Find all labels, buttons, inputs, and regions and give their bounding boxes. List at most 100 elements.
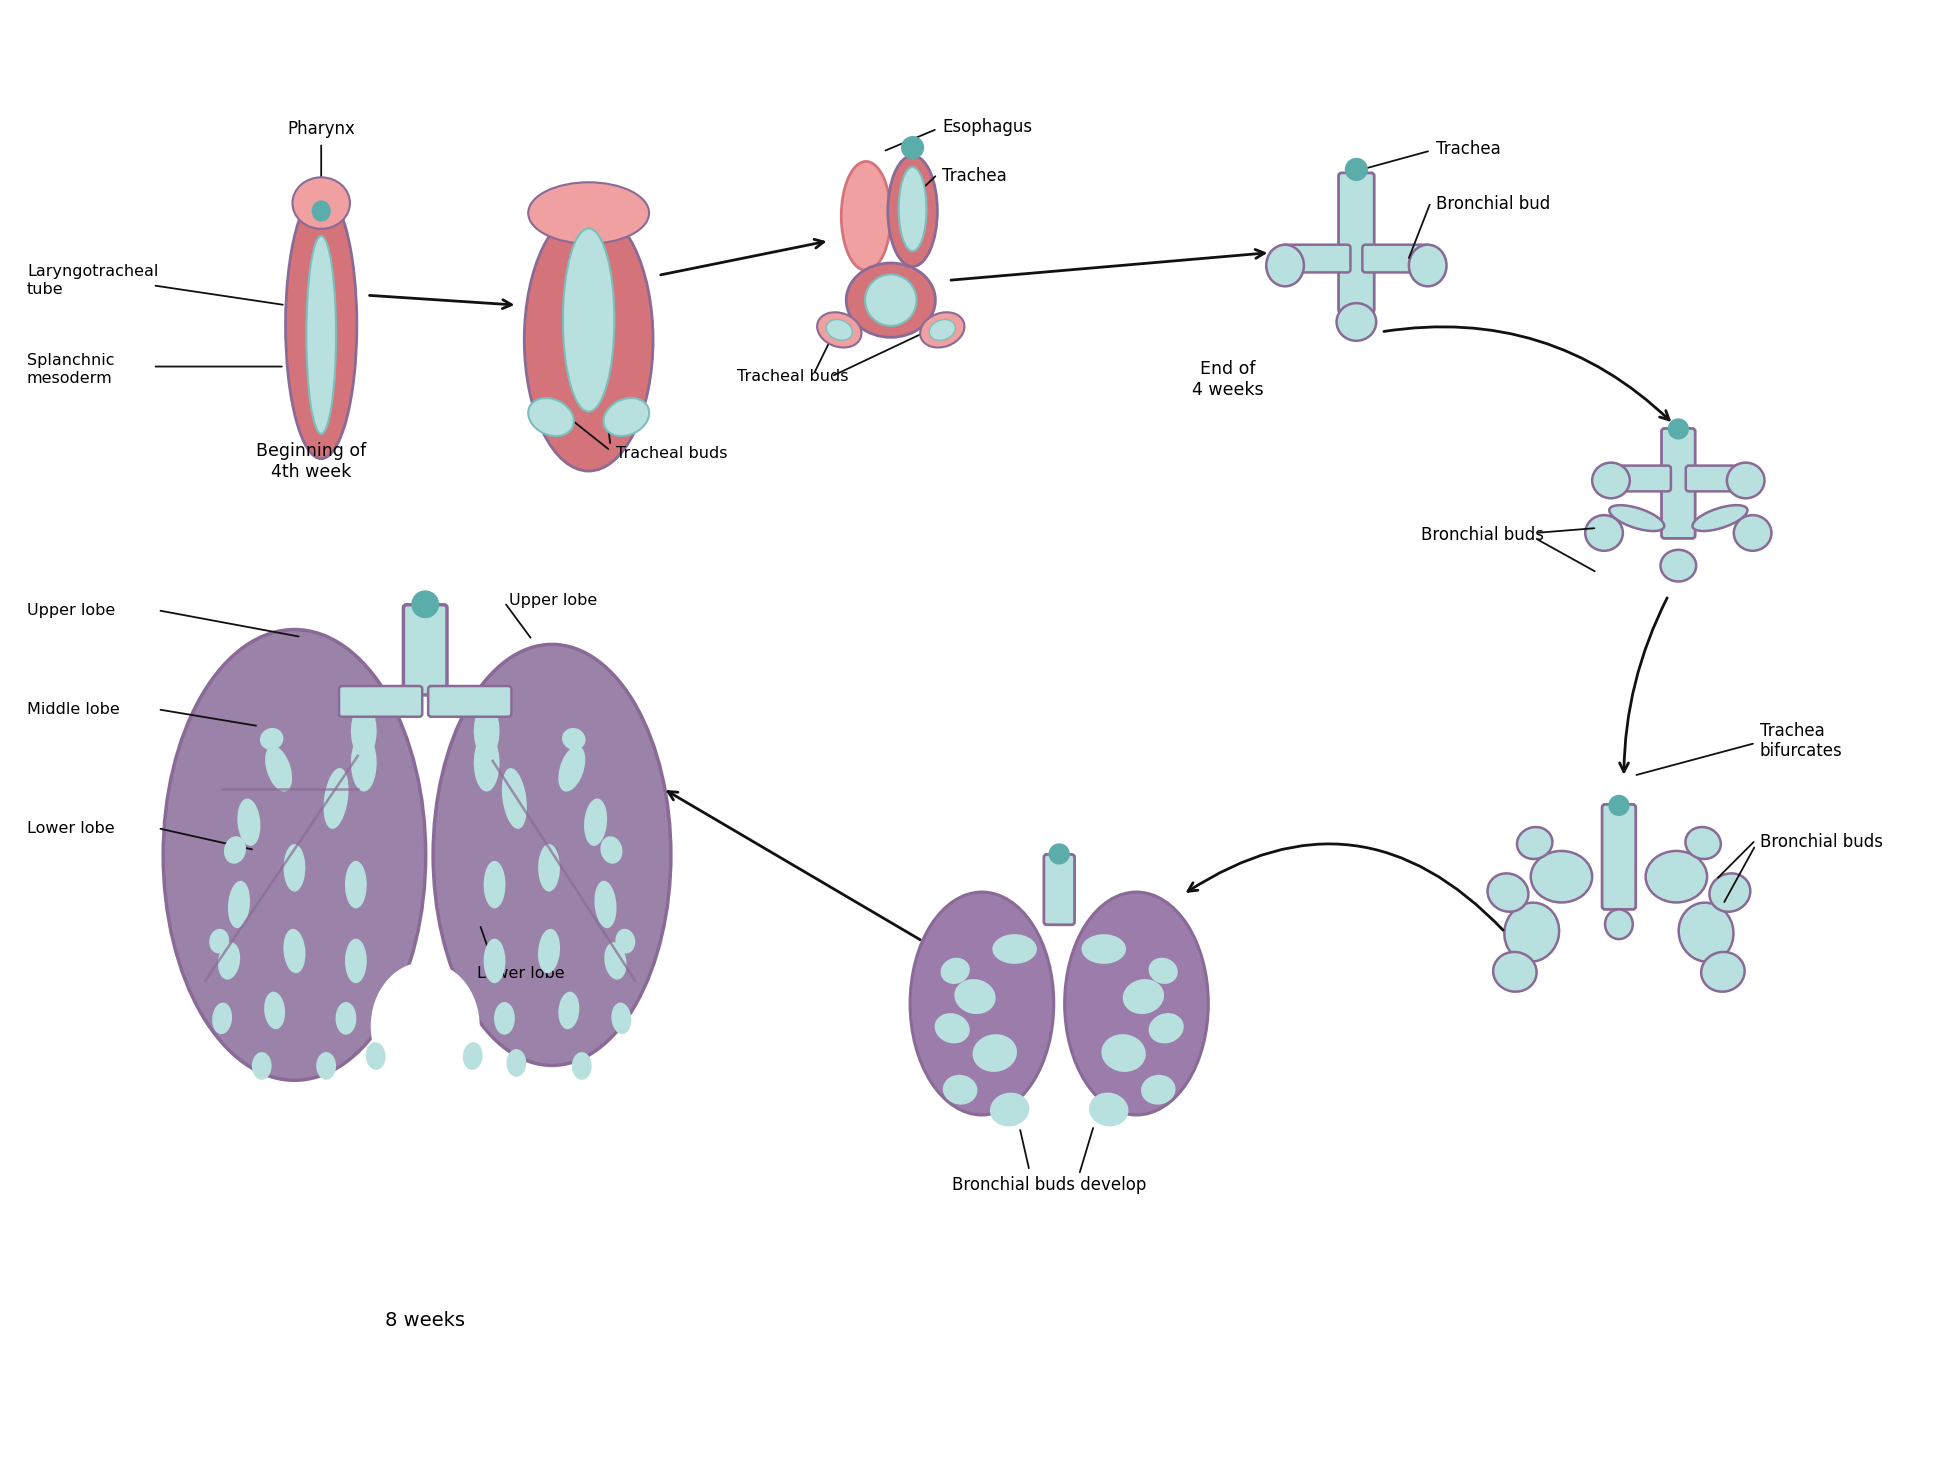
Ellipse shape — [484, 860, 505, 908]
Ellipse shape — [507, 1049, 526, 1077]
Text: Trachea: Trachea — [1435, 139, 1500, 157]
Ellipse shape — [1149, 1013, 1184, 1044]
Ellipse shape — [601, 837, 622, 863]
Ellipse shape — [1102, 1034, 1147, 1072]
Ellipse shape — [474, 703, 499, 758]
Ellipse shape — [1149, 958, 1178, 983]
Ellipse shape — [1669, 419, 1689, 438]
Text: Lower lobe: Lower lobe — [476, 966, 564, 982]
Ellipse shape — [224, 837, 246, 863]
Text: Pharynx: Pharynx — [287, 120, 355, 138]
Ellipse shape — [604, 942, 626, 979]
Ellipse shape — [993, 935, 1037, 964]
Ellipse shape — [991, 1093, 1030, 1127]
Ellipse shape — [1082, 935, 1125, 964]
Text: Lower lobe: Lower lobe — [27, 820, 115, 835]
FancyBboxPatch shape — [339, 686, 423, 717]
Ellipse shape — [1609, 795, 1628, 816]
Ellipse shape — [324, 769, 349, 829]
Text: Trachea: Trachea — [942, 167, 1006, 185]
Ellipse shape — [1494, 952, 1537, 992]
Ellipse shape — [501, 769, 526, 829]
Ellipse shape — [367, 1043, 386, 1069]
Ellipse shape — [213, 1003, 232, 1034]
Text: Bronchial buds: Bronchial buds — [1422, 526, 1544, 544]
Ellipse shape — [1503, 902, 1560, 961]
Ellipse shape — [265, 746, 292, 792]
Ellipse shape — [1266, 244, 1305, 286]
Text: Middle lobe: Middle lobe — [27, 702, 119, 717]
Ellipse shape — [930, 320, 956, 341]
Ellipse shape — [285, 191, 357, 459]
FancyBboxPatch shape — [429, 686, 511, 717]
Text: End of
4 weeks: End of 4 weeks — [1191, 360, 1264, 398]
Text: Tracheal buds: Tracheal buds — [616, 446, 727, 461]
Ellipse shape — [538, 844, 560, 892]
Ellipse shape — [571, 1052, 591, 1080]
Ellipse shape — [370, 961, 480, 1090]
Ellipse shape — [1734, 515, 1771, 551]
FancyBboxPatch shape — [1043, 855, 1074, 924]
Text: Trachea
bifurcates: Trachea bifurcates — [1759, 721, 1843, 760]
Ellipse shape — [1049, 844, 1069, 863]
Ellipse shape — [411, 591, 439, 618]
Ellipse shape — [493, 1003, 515, 1035]
Text: Beginning of
4th week: Beginning of 4th week — [255, 443, 367, 481]
Ellipse shape — [1346, 158, 1367, 181]
Ellipse shape — [564, 228, 614, 412]
Ellipse shape — [252, 1052, 271, 1080]
Ellipse shape — [612, 1003, 632, 1034]
Text: Bronchial bud: Bronchial bud — [1435, 195, 1550, 213]
Ellipse shape — [525, 209, 653, 471]
Ellipse shape — [558, 992, 579, 1029]
Ellipse shape — [1517, 826, 1552, 859]
Ellipse shape — [944, 1075, 977, 1105]
Ellipse shape — [1336, 304, 1377, 341]
Ellipse shape — [1700, 952, 1745, 992]
Ellipse shape — [528, 182, 649, 244]
Ellipse shape — [827, 320, 852, 341]
Ellipse shape — [954, 979, 996, 1014]
Ellipse shape — [306, 235, 335, 434]
Ellipse shape — [1141, 1075, 1176, 1105]
Ellipse shape — [920, 312, 965, 348]
Ellipse shape — [283, 929, 306, 973]
Ellipse shape — [1728, 462, 1765, 498]
Ellipse shape — [1609, 505, 1663, 532]
Ellipse shape — [345, 860, 367, 908]
Text: Upper lobe: Upper lobe — [509, 592, 597, 607]
Ellipse shape — [345, 939, 367, 983]
Ellipse shape — [335, 1003, 357, 1035]
FancyBboxPatch shape — [1611, 465, 1671, 492]
Ellipse shape — [528, 398, 573, 435]
Ellipse shape — [312, 201, 330, 221]
Ellipse shape — [603, 398, 649, 435]
Ellipse shape — [1605, 909, 1632, 939]
Ellipse shape — [1693, 505, 1747, 532]
Text: Laryngotracheal
tube: Laryngotracheal tube — [27, 264, 158, 296]
FancyBboxPatch shape — [1363, 244, 1429, 273]
Ellipse shape — [1065, 892, 1209, 1115]
Text: Bronchial buds develop: Bronchial buds develop — [952, 1176, 1147, 1194]
Ellipse shape — [1710, 874, 1751, 912]
Ellipse shape — [1661, 549, 1696, 582]
Ellipse shape — [940, 958, 969, 983]
Ellipse shape — [462, 1043, 484, 1069]
Ellipse shape — [1088, 1093, 1129, 1127]
Ellipse shape — [474, 735, 499, 791]
Ellipse shape — [316, 1052, 335, 1080]
Ellipse shape — [259, 729, 283, 749]
Ellipse shape — [899, 167, 926, 252]
Ellipse shape — [209, 929, 228, 954]
Ellipse shape — [934, 1013, 969, 1044]
Ellipse shape — [1531, 852, 1591, 902]
Ellipse shape — [866, 274, 916, 326]
Ellipse shape — [887, 156, 938, 267]
Ellipse shape — [911, 892, 1053, 1115]
FancyBboxPatch shape — [1603, 804, 1636, 909]
Ellipse shape — [351, 735, 376, 791]
Text: 8 weeks: 8 weeks — [386, 1311, 466, 1330]
Ellipse shape — [585, 798, 606, 846]
Ellipse shape — [238, 798, 261, 846]
Ellipse shape — [228, 881, 250, 929]
